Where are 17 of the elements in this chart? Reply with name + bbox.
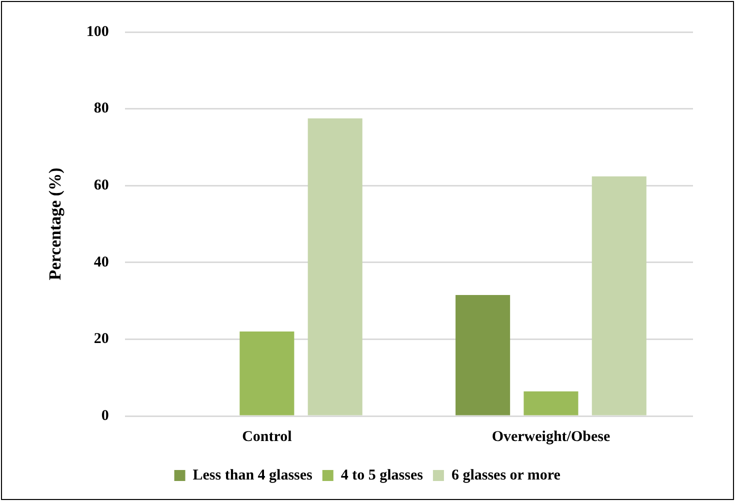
y-axis-title: Percentage (%): [46, 168, 65, 280]
bar: [456, 295, 510, 416]
bar: [308, 118, 362, 416]
y-tick-label: 80: [94, 100, 109, 117]
bar: [240, 332, 294, 416]
y-tick-label: 20: [94, 331, 109, 348]
y-tick-label: 0: [101, 408, 109, 424]
legend-label: 4 to 5 glasses: [340, 467, 424, 484]
x-tick-label: Control: [242, 428, 292, 445]
legend-label: 6 glasses or more: [451, 467, 561, 484]
bar: [592, 176, 646, 416]
legend-label: Less than 4 glasses: [192, 467, 313, 484]
y-tick-label: 100: [86, 24, 109, 40]
bar: [524, 391, 578, 416]
y-tick-label: 60: [94, 177, 109, 194]
y-tick-label: 40: [94, 254, 109, 270]
x-tick-label: Overweight/Obese: [492, 428, 610, 445]
